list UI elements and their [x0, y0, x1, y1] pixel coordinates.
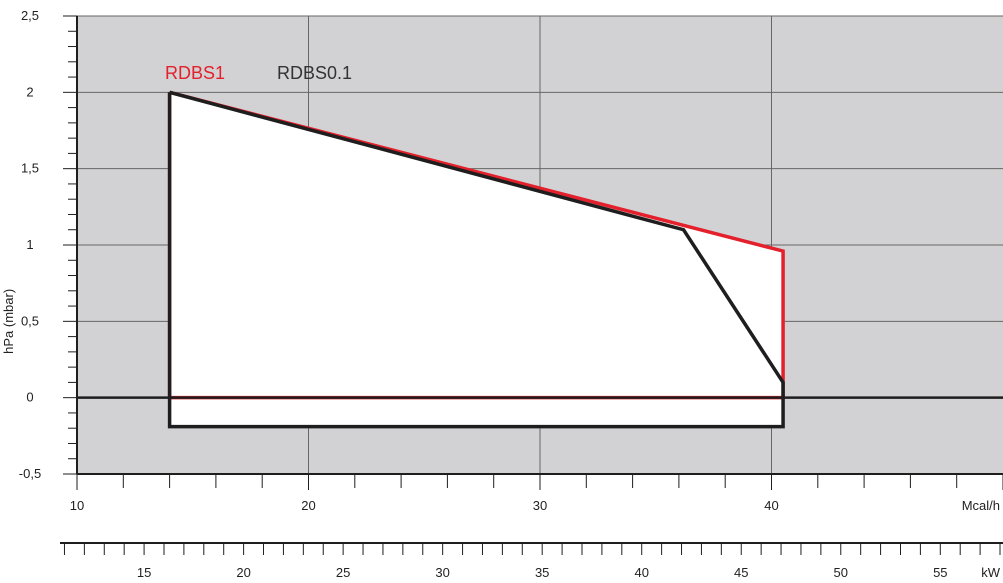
x-tick-label: 20	[301, 498, 315, 513]
x2-tick-label: 35	[535, 565, 549, 580]
x2-tick-label: 50	[834, 565, 848, 580]
x-axis-primary-ticks: 10 20 30 40	[70, 474, 1003, 513]
y-axis-ticks: -0,5 0 0,5 1 1,5 2 2,5	[19, 8, 77, 481]
y-tick-label: 1,5	[21, 161, 39, 176]
legend-entry-rdbs0-1: RDBS0.1	[277, 63, 352, 83]
x2-tick-label: 15	[137, 565, 151, 580]
y-tick-label: -0,5	[19, 466, 41, 481]
x-axis-secondary-ticks: 15 20 25 30 35 40 45 50 55	[63, 543, 1001, 580]
legend-entry-rdbs1: RDBS1	[165, 63, 225, 83]
x2-tick-label: 25	[336, 565, 350, 580]
x-axis-primary-unit: Mcal/h	[962, 498, 1000, 513]
y-tick-label: 1	[26, 237, 33, 252]
y-tick-label: 0	[26, 390, 33, 405]
x2-tick-label: 45	[734, 565, 748, 580]
x-tick-label: 40	[764, 498, 778, 513]
operating-envelope-fill	[169, 92, 784, 427]
x2-tick-label: 55	[933, 565, 947, 580]
y-tick-label: 2	[26, 84, 33, 99]
x2-tick-label: 30	[435, 565, 449, 580]
x-axis-secondary-unit: kW	[981, 565, 1001, 580]
legend: RDBS1 RDBS0.1	[165, 63, 352, 83]
x-tick-label: 30	[533, 498, 547, 513]
x2-tick-label: 20	[236, 565, 250, 580]
x-tick-label: 10	[70, 498, 84, 513]
y-tick-label: 2,5	[21, 8, 39, 23]
x2-tick-label: 40	[634, 565, 648, 580]
series-line-rdbs0-1	[167, 90, 785, 429]
y-axis-title: hPa (mbar)	[1, 289, 16, 354]
y-tick-label: 0,5	[21, 313, 39, 328]
